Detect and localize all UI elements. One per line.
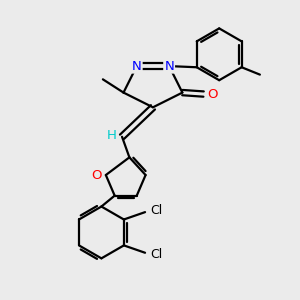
Text: Cl: Cl: [150, 248, 162, 261]
Text: H: H: [107, 129, 117, 142]
Text: O: O: [92, 169, 102, 182]
Text: N: N: [132, 60, 142, 73]
Text: Cl: Cl: [150, 204, 162, 217]
Text: N: N: [164, 60, 174, 73]
Text: O: O: [207, 88, 218, 100]
